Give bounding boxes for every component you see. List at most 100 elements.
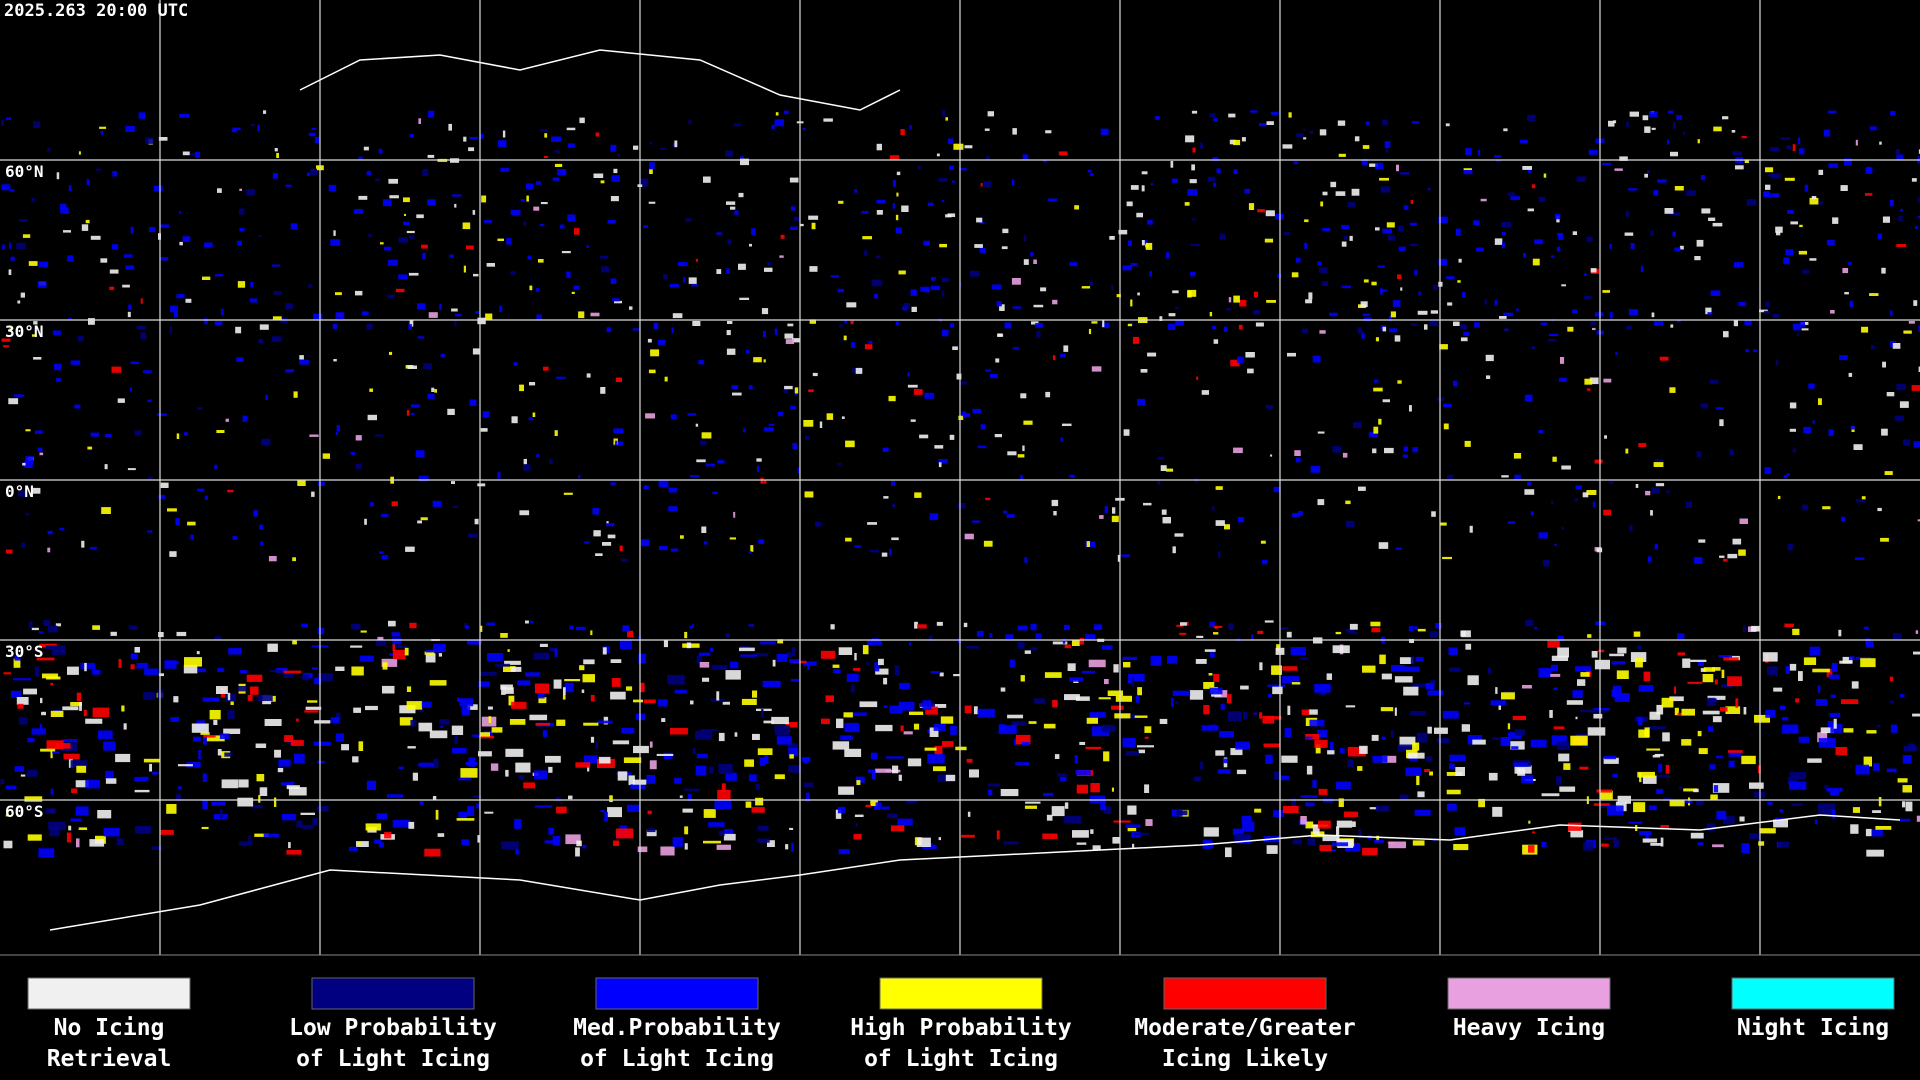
icing-cell xyxy=(1190,272,1196,277)
icing-cell xyxy=(942,741,954,747)
icing-cell xyxy=(272,173,278,179)
icing-cell xyxy=(1642,838,1658,843)
icing-cell xyxy=(527,255,532,260)
icing-cell xyxy=(130,653,138,660)
icing-cell xyxy=(992,284,1002,290)
icing-cell xyxy=(595,741,598,750)
icing-cell xyxy=(566,127,576,131)
icing-cell xyxy=(590,736,595,743)
icing-cell xyxy=(136,325,146,330)
icing-cell xyxy=(1913,441,1920,448)
icing-cell xyxy=(197,407,203,410)
icing-cell xyxy=(1404,666,1420,672)
icing-cell xyxy=(768,423,775,426)
icing-cell xyxy=(50,788,54,795)
icing-cell xyxy=(428,312,438,318)
icing-cell xyxy=(1089,281,1093,286)
icing-cell xyxy=(1104,506,1108,513)
icing-cell xyxy=(1674,707,1679,716)
icing-cell xyxy=(95,168,102,171)
icing-cell xyxy=(1827,110,1837,113)
icing-cell xyxy=(1643,671,1651,682)
icing-cell xyxy=(110,631,117,636)
icing-cell xyxy=(1890,310,1893,316)
icing-cell xyxy=(1373,387,1383,392)
icing-cell xyxy=(1397,744,1414,752)
icing-cell xyxy=(350,645,363,648)
icing-cell xyxy=(201,826,209,830)
icing-cell xyxy=(335,312,345,319)
icing-cell xyxy=(1802,504,1808,511)
icing-cell xyxy=(1296,133,1304,138)
icing-cell xyxy=(914,621,918,629)
icing-cell xyxy=(1833,718,1837,729)
icing-cell xyxy=(808,215,819,220)
icing-cell xyxy=(838,786,854,795)
icing-cell xyxy=(949,165,955,171)
icing-cell xyxy=(395,645,407,648)
icing-cell xyxy=(497,238,504,241)
icing-cell xyxy=(33,357,42,360)
icing-cell xyxy=(1702,674,1714,683)
icing-cell xyxy=(790,405,796,410)
icing-cell xyxy=(1669,387,1676,393)
icing-cell xyxy=(1598,649,1605,653)
icing-cell xyxy=(690,700,694,705)
icing-cell xyxy=(649,141,653,145)
icing-cell xyxy=(938,178,948,182)
icing-cell xyxy=(717,460,725,464)
icing-cell xyxy=(610,144,617,152)
icing-cell xyxy=(238,841,253,846)
icing-cell xyxy=(712,491,718,495)
icing-cell xyxy=(179,113,189,118)
icing-cell xyxy=(1673,686,1676,694)
icing-cell xyxy=(1374,379,1379,383)
icing-cell xyxy=(257,124,260,132)
icing-cell xyxy=(314,136,320,143)
icing-cell xyxy=(479,735,495,739)
icing-cell xyxy=(1076,842,1087,845)
icing-cell xyxy=(718,830,725,836)
icing-cell xyxy=(1903,439,1911,446)
icing-cell xyxy=(381,555,389,560)
icing-cell xyxy=(1815,699,1828,706)
icing-cell xyxy=(1899,694,1905,698)
icing-cell xyxy=(77,336,84,342)
icing-cell xyxy=(486,263,495,267)
icing-cell xyxy=(1412,447,1419,453)
icing-cell xyxy=(1288,112,1292,118)
icing-cell xyxy=(9,189,15,192)
icing-cell xyxy=(130,226,134,234)
icing-cell xyxy=(1017,625,1028,631)
icing-cell xyxy=(1166,468,1174,472)
icing-cell xyxy=(1498,705,1501,710)
icing-cell xyxy=(1381,736,1386,740)
icing-cell xyxy=(378,148,383,154)
icing-cell xyxy=(1319,267,1328,273)
icing-cell xyxy=(1785,666,1790,674)
icing-cell xyxy=(1309,130,1314,135)
icing-cell xyxy=(1375,805,1390,812)
icing-cell xyxy=(1063,345,1069,352)
icing-cell xyxy=(1428,188,1431,191)
icing-cell xyxy=(1488,772,1498,781)
icing-cell xyxy=(656,753,674,756)
icing-cell xyxy=(1838,629,1842,637)
icing-cell xyxy=(664,376,668,382)
icing-cell xyxy=(1521,774,1534,784)
icing-cell xyxy=(1212,157,1219,161)
icing-cell xyxy=(263,833,280,837)
icing-cell xyxy=(1385,148,1388,153)
icing-cell xyxy=(1792,448,1797,453)
icing-cell xyxy=(1187,289,1197,297)
icing-cell xyxy=(671,327,674,334)
icing-cell xyxy=(1141,185,1145,192)
icing-cell xyxy=(1030,623,1037,631)
icing-cell xyxy=(1460,337,1468,342)
icing-cell xyxy=(1017,454,1025,458)
icing-cell xyxy=(938,462,942,468)
icing-cell xyxy=(1818,738,1836,748)
icing-cell xyxy=(37,447,43,452)
icing-cell xyxy=(1021,742,1030,746)
icing-cell xyxy=(1351,188,1360,196)
